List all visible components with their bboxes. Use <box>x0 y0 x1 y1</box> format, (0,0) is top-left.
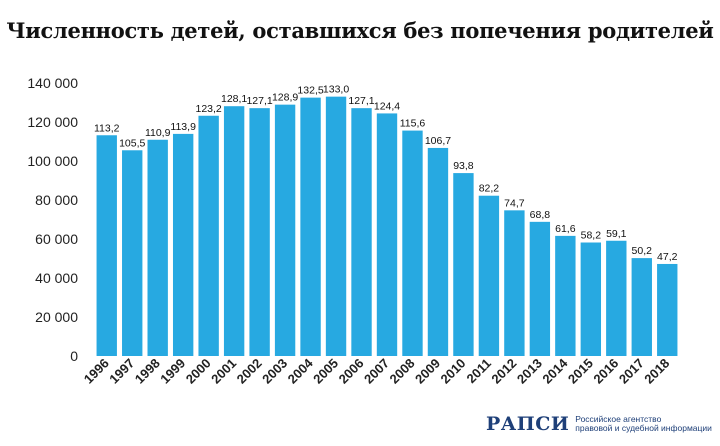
y-tick-label: 140 000 <box>27 75 78 91</box>
bar-1996 <box>96 135 117 356</box>
data-label-2010: 93,8 <box>453 160 474 172</box>
y-tick-label: 60 000 <box>35 231 78 247</box>
data-label-1996: 113,2 <box>94 122 120 134</box>
bar-2012 <box>504 210 525 356</box>
x-tick-label-2018: 2018 <box>641 356 672 387</box>
x-axis: 1996199719981999200020012002200320042005… <box>81 355 673 387</box>
x-tick-label-2000: 2000 <box>183 356 214 387</box>
x-tick-label-2016: 2016 <box>590 356 621 387</box>
bar-2008 <box>402 130 423 356</box>
bar-2013 <box>529 221 551 356</box>
y-tick-label: 120 000 <box>27 114 78 130</box>
x-tick-label-2012: 2012 <box>488 356 519 387</box>
bar-2018 <box>657 263 678 356</box>
x-tick-label-2005: 2005 <box>310 356 341 387</box>
bar-1999 <box>172 133 194 356</box>
data-label-1997: 105,5 <box>119 137 145 149</box>
x-tick-label-2008: 2008 <box>387 356 418 387</box>
data-label-2004: 132,5 <box>297 85 323 97</box>
x-tick-label-2014: 2014 <box>539 355 571 387</box>
data-label-2000: 123,2 <box>196 103 222 115</box>
bar-2007 <box>376 113 398 356</box>
data-label-2018: 47,2 <box>657 251 678 263</box>
x-tick-label-2010: 2010 <box>437 356 468 387</box>
data-label-2002: 127,1 <box>246 95 272 107</box>
x-tick-label-1998: 1998 <box>132 356 163 387</box>
y-axis: 0 20 000 40 000 60 000 80 000 100 000 120 000 1… <box>27 75 78 364</box>
data-label-2016: 59,1 <box>606 228 627 240</box>
bar-2002 <box>249 108 270 356</box>
x-tick-label-2001: 2001 <box>208 356 239 387</box>
y-tick-label: 20 000 <box>35 309 78 325</box>
bar-2005 <box>325 96 347 357</box>
bar-2015 <box>580 242 602 356</box>
bar-2004 <box>300 97 321 357</box>
y-tick-label: 0 <box>70 348 78 364</box>
data-label-2015: 58,2 <box>581 230 602 242</box>
x-tick-label-1999: 1999 <box>157 356 188 387</box>
x-tick-label-2015: 2015 <box>565 356 596 387</box>
logo-line-1: Российское агентство <box>575 414 662 424</box>
data-label-1999: 113,9 <box>170 121 196 133</box>
data-label-2012: 74,7 <box>504 197 525 209</box>
x-tick-label-2003: 2003 <box>259 356 290 387</box>
logo-line-2: правовой и судебной информации <box>575 423 712 433</box>
bar-1997 <box>122 150 143 356</box>
x-tick-label-2009: 2009 <box>412 356 443 387</box>
bar-2017 <box>631 258 652 356</box>
data-label-2009: 106,7 <box>425 135 451 147</box>
x-tick-label-2002: 2002 <box>234 356 265 387</box>
data-label-2001: 128,1 <box>221 93 247 105</box>
x-tick-label-2017: 2017 <box>616 356 647 387</box>
rapsi-logo: РАПСИ Российское агентство правовой и су… <box>486 411 712 437</box>
bar-2009 <box>427 147 449 356</box>
data-label-2014: 61,6 <box>555 223 576 235</box>
bar-2006 <box>351 108 372 356</box>
bar-2000 <box>198 115 219 356</box>
y-tick-label: 40 000 <box>35 270 78 286</box>
y-tick-label: 80 000 <box>35 192 78 208</box>
y-tick-label: 100 000 <box>27 153 78 169</box>
x-tick-label-1997: 1997 <box>106 356 137 387</box>
data-label-2003: 128,9 <box>272 92 298 104</box>
chart-title: Численность детей, оставшихся без попече… <box>6 18 714 43</box>
bar-2003 <box>274 104 296 357</box>
data-label-2013: 68,8 <box>530 209 551 221</box>
x-tick-label-2006: 2006 <box>336 356 367 387</box>
data-label-2006: 127,1 <box>348 95 374 107</box>
data-label-2005: 133,0 <box>323 84 349 96</box>
bars <box>96 96 678 357</box>
x-tick-label-2013: 2013 <box>514 356 545 387</box>
bar-2010 <box>453 173 474 356</box>
data-label-2017: 50,2 <box>632 245 653 257</box>
data-label-1998: 110,9 <box>145 127 171 139</box>
data-label-2011: 82,2 <box>479 183 500 195</box>
logo-text: Российское агентство правовой и судебной… <box>575 415 712 433</box>
bar-2016 <box>606 240 627 356</box>
logo-mark: РАПСИ <box>486 413 570 435</box>
x-tick-label-2007: 2007 <box>361 356 392 387</box>
bar-2014 <box>555 235 576 356</box>
bar-2011 <box>478 195 500 356</box>
x-tick-label-2004: 2004 <box>285 355 317 387</box>
bar-2001 <box>223 106 245 356</box>
x-tick-label-1996: 1996 <box>81 356 112 387</box>
data-label-2007: 124,4 <box>374 100 400 112</box>
data-label-2008: 115,6 <box>400 118 426 130</box>
x-tick-label-2011: 2011 <box>463 356 494 387</box>
bar-1998 <box>147 139 168 356</box>
